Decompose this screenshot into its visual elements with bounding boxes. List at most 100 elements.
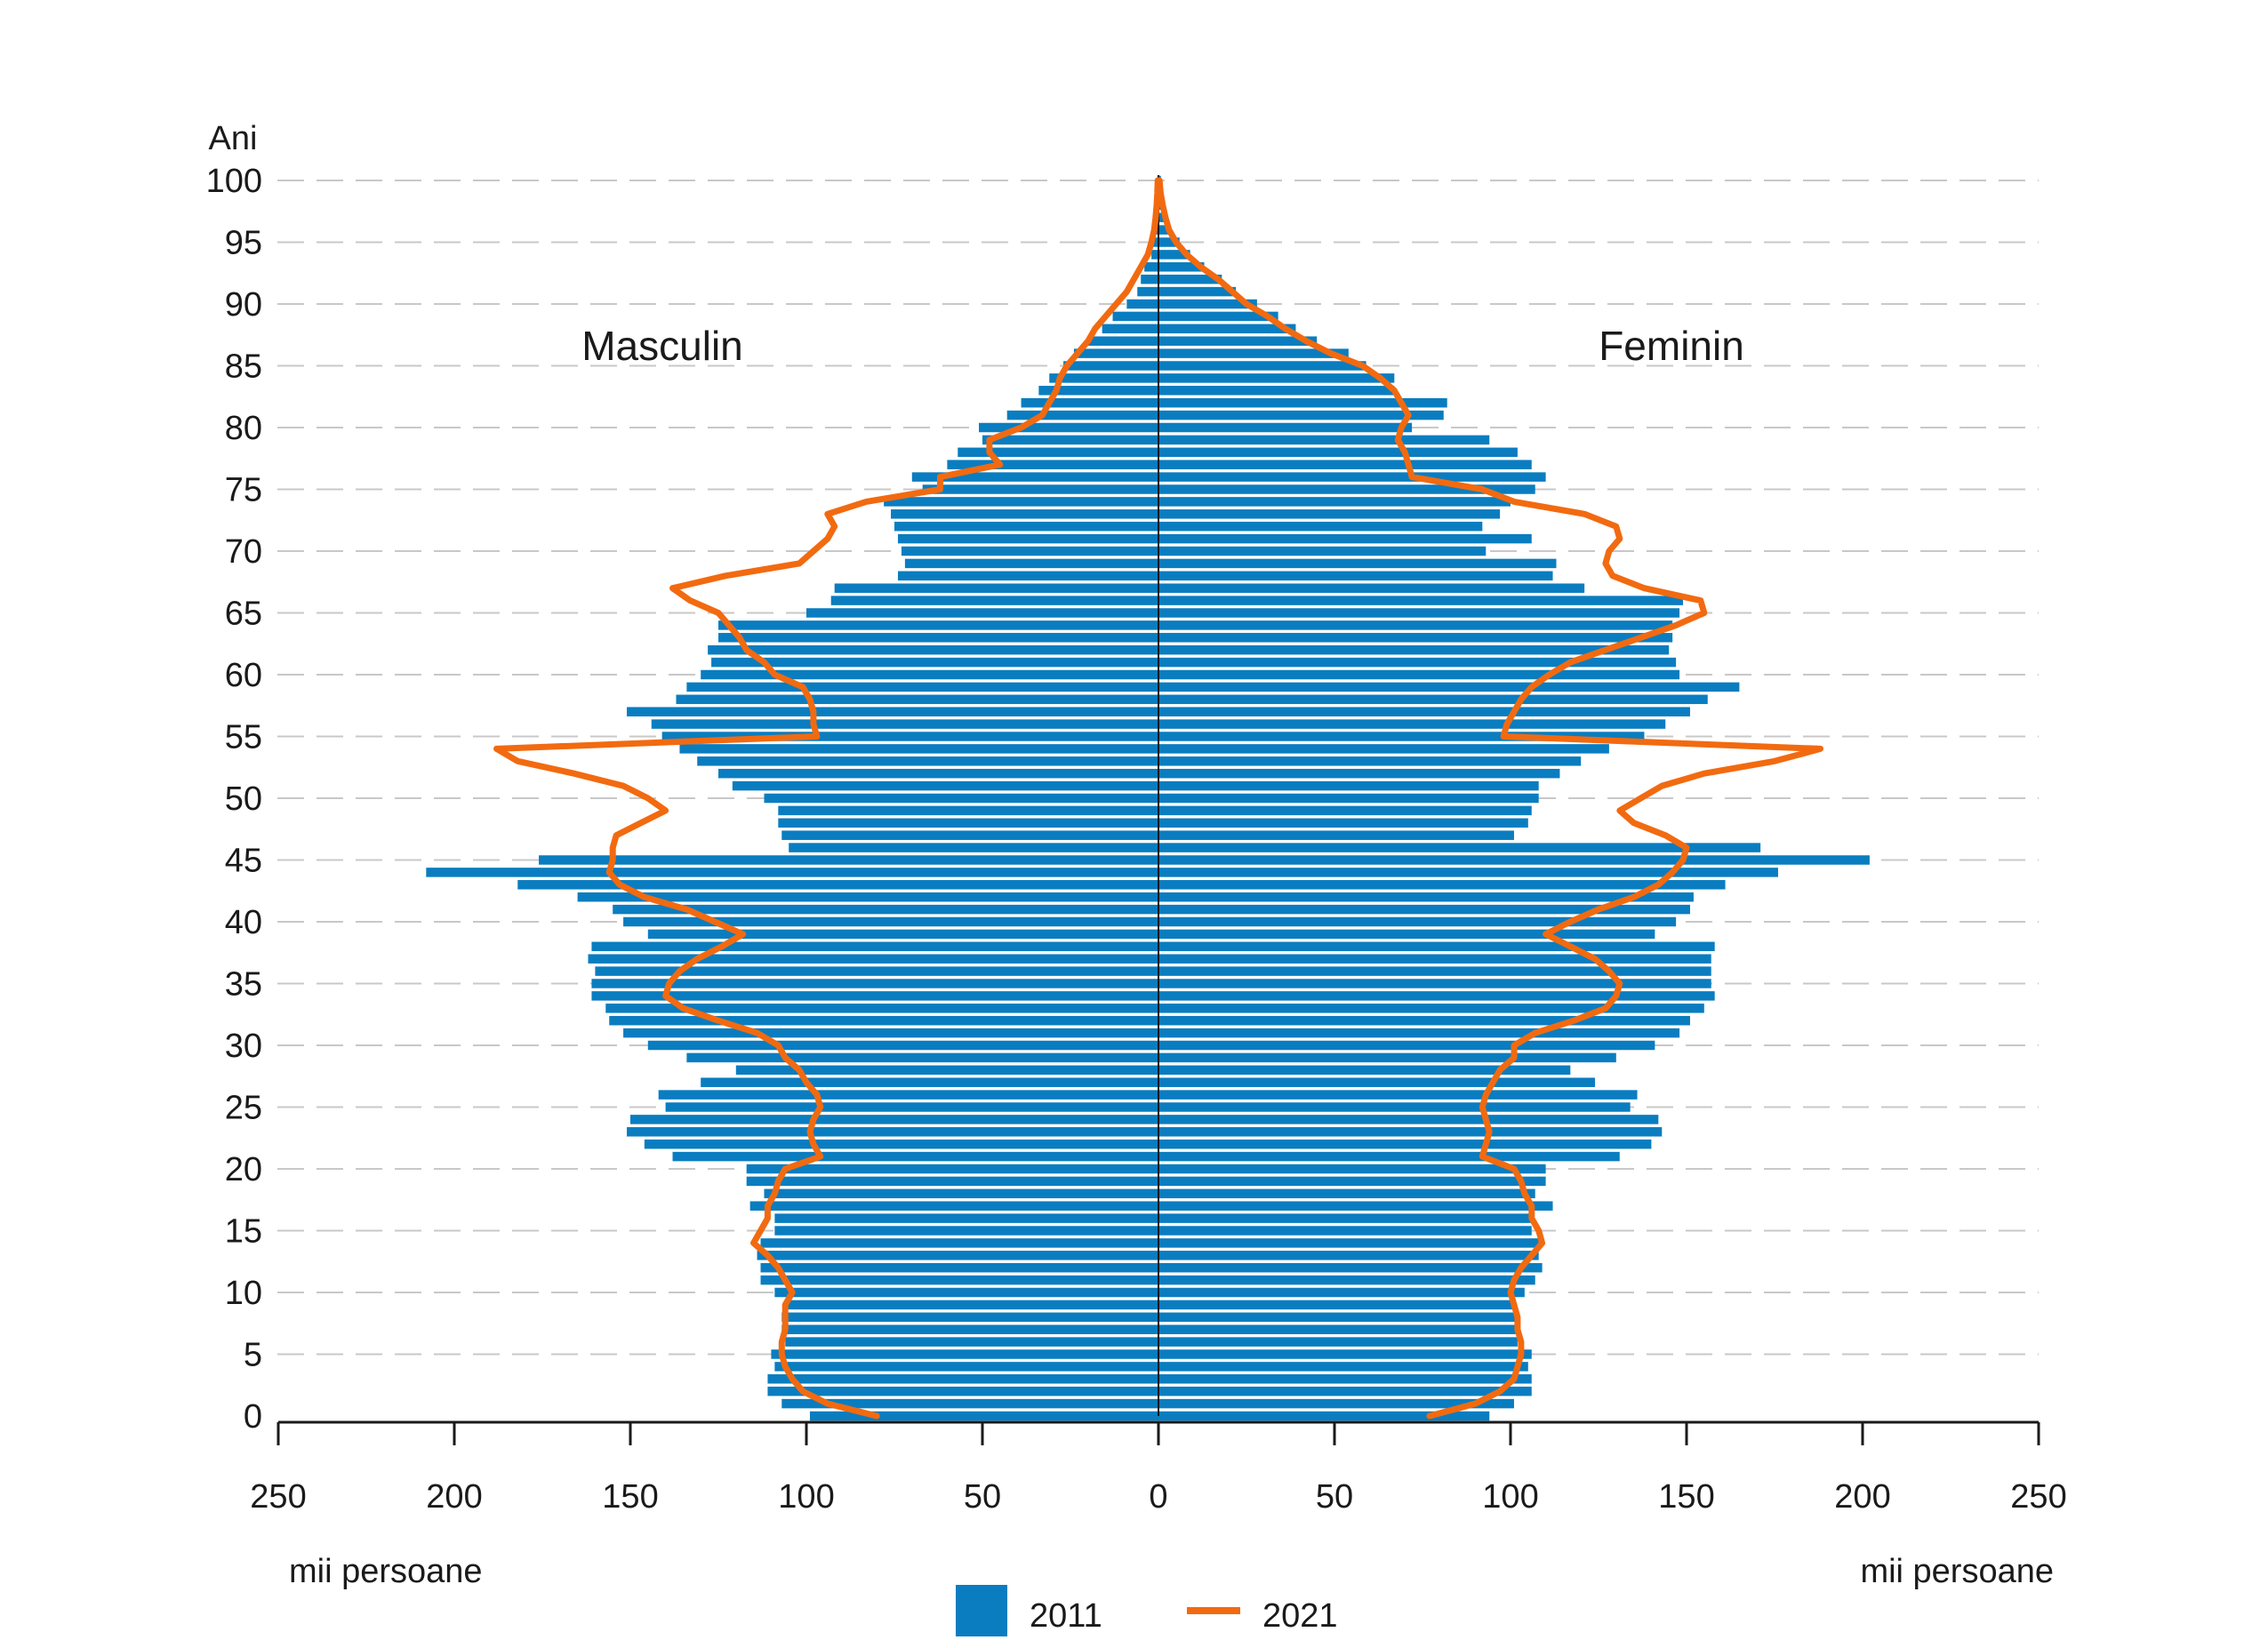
bar-male-2011 xyxy=(834,583,1158,593)
bar-male-2011 xyxy=(760,1238,1158,1248)
x-tick-label: 250 xyxy=(250,1478,306,1516)
female-label: Feminin xyxy=(1599,323,1744,369)
bar-female-2011 xyxy=(1158,880,1726,890)
male-label: Masculin xyxy=(581,323,743,369)
bar-female-2011 xyxy=(1158,497,1511,507)
bar-female-2011 xyxy=(1158,1398,1514,1409)
bar-female-2011 xyxy=(1158,916,1677,927)
bar-male-2011 xyxy=(665,1102,1158,1112)
bar-male-2011 xyxy=(809,1411,1158,1421)
bars-2011 xyxy=(426,175,1870,1421)
bar-male-2011 xyxy=(701,1077,1158,1087)
bar-female-2011 xyxy=(1158,571,1553,581)
bar-female-2011 xyxy=(1158,892,1694,902)
bar-female-2011 xyxy=(1158,262,1205,272)
bar-male-2011 xyxy=(591,991,1158,1001)
bar-female-2011 xyxy=(1158,1188,1535,1199)
bar-male-2011 xyxy=(651,719,1158,729)
bar-male-2011 xyxy=(588,954,1158,964)
bar-male-2011 xyxy=(686,682,1158,692)
bar-male-2011 xyxy=(539,855,1158,865)
bar-male-2011 xyxy=(767,1386,1158,1396)
bar-male-2011 xyxy=(627,707,1158,716)
bar-female-2011 xyxy=(1158,1065,1571,1076)
y-tick-label: 90 xyxy=(225,286,262,324)
bar-male-2011 xyxy=(627,1127,1158,1137)
bar-male-2011 xyxy=(701,669,1158,680)
bar-male-2011 xyxy=(711,657,1158,668)
y-axis-ticks: 0 5 10 15 20 25 30 35 40 45 50 55 60 65 70 75 80 85 90 95 10… xyxy=(206,163,262,1436)
bar-male-2011 xyxy=(911,472,1158,482)
bar-male-2011 xyxy=(897,533,1158,544)
bar-male-2011 xyxy=(771,1349,1158,1359)
bar-male-2011 xyxy=(735,1065,1158,1076)
x-tick-label: 150 xyxy=(1658,1478,1714,1516)
bar-female-2011 xyxy=(1158,732,1645,741)
bar-female-2011 xyxy=(1158,843,1761,852)
bar-male-2011 xyxy=(658,1090,1158,1100)
bar-female-2011 xyxy=(1158,657,1677,668)
y-tick-label: 70 xyxy=(225,533,262,571)
bar-female-2011 xyxy=(1158,682,1740,692)
bar-female-2011 xyxy=(1158,929,1655,940)
bar-female-2011 xyxy=(1158,324,1296,334)
bar-male-2011 xyxy=(781,1324,1158,1334)
bar-male-2011 xyxy=(757,1251,1158,1260)
bar-female-2011 xyxy=(1158,1201,1553,1211)
bar-female-2011 xyxy=(1158,546,1487,556)
bar-male-2011 xyxy=(630,1115,1158,1124)
bar-male-2011 xyxy=(1073,348,1158,358)
bar-female-2011 xyxy=(1158,311,1278,322)
bar-male-2011 xyxy=(760,1275,1158,1285)
bar-female-2011 xyxy=(1158,608,1680,618)
x-tick-label: 250 xyxy=(2010,1478,2066,1516)
y-tick-label: 95 xyxy=(225,225,262,262)
x-tick-label: 50 xyxy=(1316,1478,1353,1516)
y-tick-label: 65 xyxy=(225,596,262,633)
y-tick-label: 40 xyxy=(225,904,262,941)
y-tick-label: 100 xyxy=(206,163,262,200)
bar-female-2011 xyxy=(1158,1090,1638,1100)
bar-female-2011 xyxy=(1158,484,1535,494)
bar-male-2011 xyxy=(1144,262,1158,272)
bar-female-2011 xyxy=(1158,521,1483,532)
bar-female-2011 xyxy=(1158,1300,1514,1310)
legend: 2011 2021 xyxy=(956,1585,1338,1636)
bar-male-2011 xyxy=(591,979,1158,988)
bar-female-2011 xyxy=(1158,868,1778,877)
bar-female-2011 xyxy=(1158,1349,1532,1359)
bar-male-2011 xyxy=(577,892,1158,902)
y-tick-label: 45 xyxy=(225,843,262,880)
bar-male-2011 xyxy=(774,1362,1158,1372)
bar-male-2011 xyxy=(661,732,1158,741)
bar-male-2011 xyxy=(894,521,1158,532)
bar-male-2011 xyxy=(1038,386,1158,396)
bar-female-2011 xyxy=(1158,472,1546,482)
bar-female-2011 xyxy=(1158,460,1532,469)
bar-male-2011 xyxy=(718,633,1158,643)
bar-male-2011 xyxy=(901,546,1158,556)
y-tick-label: 30 xyxy=(225,1028,262,1065)
bar-female-2011 xyxy=(1158,237,1180,247)
x-tick-label: 150 xyxy=(602,1478,658,1516)
bar-male-2011 xyxy=(679,744,1158,754)
bar-female-2011 xyxy=(1158,954,1711,964)
bar-female-2011 xyxy=(1158,596,1684,605)
bar-female-2011 xyxy=(1158,979,1711,988)
bar-female-2011 xyxy=(1158,1015,1690,1026)
bar-male-2011 xyxy=(732,780,1158,791)
y-tick-label: 35 xyxy=(225,966,262,1004)
bar-male-2011 xyxy=(774,1287,1158,1298)
bar-female-2011 xyxy=(1158,620,1673,630)
bar-male-2011 xyxy=(672,1151,1158,1162)
bar-female-2011 xyxy=(1158,336,1318,346)
bar-female-2011 xyxy=(1158,904,1690,915)
lines-2021 xyxy=(493,177,1823,1420)
bar-female-2011 xyxy=(1158,533,1532,544)
bar-male-2011 xyxy=(781,1312,1158,1323)
bar-female-2011 xyxy=(1158,633,1673,643)
bar-female-2011 xyxy=(1158,1275,1535,1285)
x-axis: 250 200 150 100 50 0 50 100 150 200 250 xyxy=(250,1420,2067,1516)
bar-male-2011 xyxy=(746,1176,1158,1187)
bar-male-2011 xyxy=(1151,250,1158,260)
